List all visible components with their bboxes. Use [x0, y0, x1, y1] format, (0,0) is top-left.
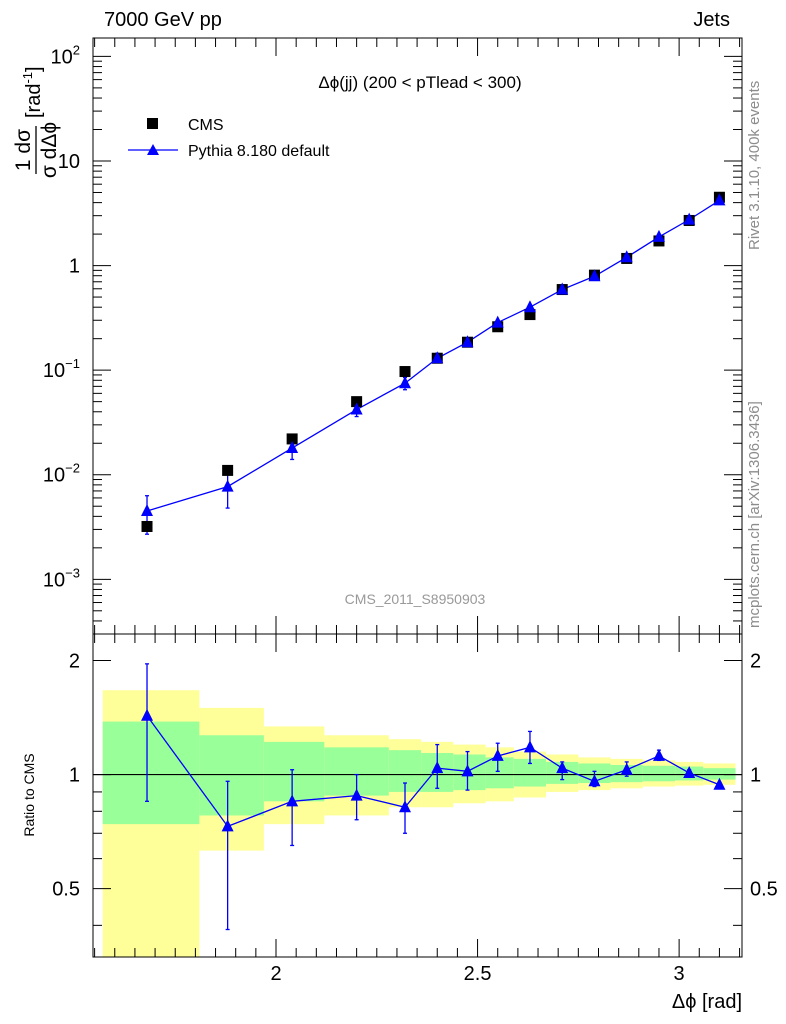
pythia-point [221, 479, 234, 492]
pythia-point [652, 229, 665, 242]
y-axis-title-numerator: 1 dσ [12, 129, 35, 171]
x-tick-label: 2 [270, 963, 281, 985]
ratio-band-inner [263, 741, 325, 802]
ratio-pythia-point [431, 761, 444, 774]
ratio-pythia-point [141, 708, 154, 721]
legend-pythia-marker [147, 144, 159, 155]
cms-point [524, 309, 536, 321]
ratio-y-tick-label-right: 1 [750, 765, 761, 787]
ratio-uncertainty-bands [102, 690, 736, 957]
main-data-series [141, 191, 726, 535]
ratio-band-inner [485, 757, 514, 789]
ratio-pythia-point [399, 800, 412, 813]
pythia-point [620, 250, 633, 263]
x-axis-title: Δϕ [rad] [672, 991, 742, 1013]
ratio-y-tick-label-right: 2 [750, 651, 761, 673]
ratio-band-inner [102, 721, 200, 825]
ratio-y-tick-label-left: 0.5 [52, 879, 80, 901]
plot-title: Δϕ(jj) (200 < pTlead < 300) [318, 73, 521, 92]
header-title: 7000 GeV pp [104, 9, 222, 31]
y-axis-unit-text: [rad [23, 84, 45, 118]
ratio-band-inner [199, 735, 264, 816]
y-axis-unit-close: ] [23, 66, 45, 72]
legend-pythia-label: Pythia 8.180 default [188, 143, 330, 160]
header-category: Jets [693, 9, 730, 31]
ratio-y-axis-title: Ratio to CMS [21, 753, 37, 836]
ratio-pythia-point [350, 788, 363, 801]
main-y-axis-title: 1 dσ σ dΔϕ [rad-1] [12, 66, 61, 178]
ratio-y-tick-label-left: 2 [69, 651, 80, 673]
y-axis-title-denominator: σ dΔϕ [38, 122, 61, 178]
y-axis-title-unit: [rad-1] [20, 66, 45, 118]
legend: CMS Pythia 8.180 default [128, 117, 330, 160]
main-y-tick-labels: 102 10 1 10−1 10−2 10−3 [43, 42, 80, 591]
cms-point [399, 366, 411, 378]
ratio-band-inner [642, 765, 676, 782]
ratio-pythia-point [286, 794, 299, 807]
pythia-point [431, 351, 444, 364]
cms-point [222, 464, 234, 476]
ratio-y-tick-label-left: 1 [69, 765, 80, 787]
pythia-point [556, 282, 569, 295]
cms-point [141, 520, 153, 532]
main-axis-ticks [93, 38, 742, 957]
main-y-tick-label: 10−1 [43, 356, 80, 382]
ratio-pythia-point [588, 774, 601, 787]
pythia-point [588, 269, 601, 282]
legend-cms-label: CMS [188, 117, 224, 134]
legend-cms-marker [147, 118, 158, 129]
x-tick-label: 2.5 [464, 963, 492, 985]
pythia-point [461, 335, 474, 348]
ratio-band-inner [703, 768, 736, 780]
ratio-x-tick-labels: 2 2.5 3 [270, 963, 684, 985]
ratio-pythia-point [556, 761, 569, 774]
ratio-pythia-point [620, 762, 633, 775]
main-y-tick-label: 1 [69, 256, 80, 278]
ratio-y-tick-labels: 2 2 1 1 0.5 0.5 [52, 651, 778, 901]
pythia-point [523, 300, 536, 313]
main-y-tick-label: 10−2 [43, 461, 80, 487]
pythia-point [683, 212, 696, 225]
cms-point [286, 433, 298, 445]
ratio-y-tick-label-right: 0.5 [750, 879, 778, 901]
pythia-point [141, 504, 154, 517]
ratio-pythia-point [683, 765, 696, 778]
ratio-pythia-point [221, 819, 234, 832]
analysis-watermark: CMS_2011_S8950903 [345, 591, 486, 607]
pythia-point [350, 402, 363, 415]
cms-point [351, 396, 363, 408]
ratio-data-series [141, 663, 726, 931]
pythia-point [491, 315, 504, 328]
main-y-tick-label: 10−3 [43, 565, 80, 591]
pythia-point [399, 376, 412, 389]
main-y-tick-label: 10 [58, 151, 80, 173]
x-tick-label: 3 [674, 963, 685, 985]
pythia-point [713, 193, 726, 206]
ratio-pythia-point [713, 777, 726, 790]
ratio-pythia-point [461, 764, 474, 777]
ratio-pythia-point [491, 748, 504, 761]
ratio-pythia-point [523, 740, 536, 753]
main-y-tick-label: 102 [51, 42, 80, 68]
ratio-pythia-point [652, 748, 665, 761]
pythia-point [286, 441, 299, 454]
y-axis-unit-superscript: -1 [20, 72, 35, 84]
